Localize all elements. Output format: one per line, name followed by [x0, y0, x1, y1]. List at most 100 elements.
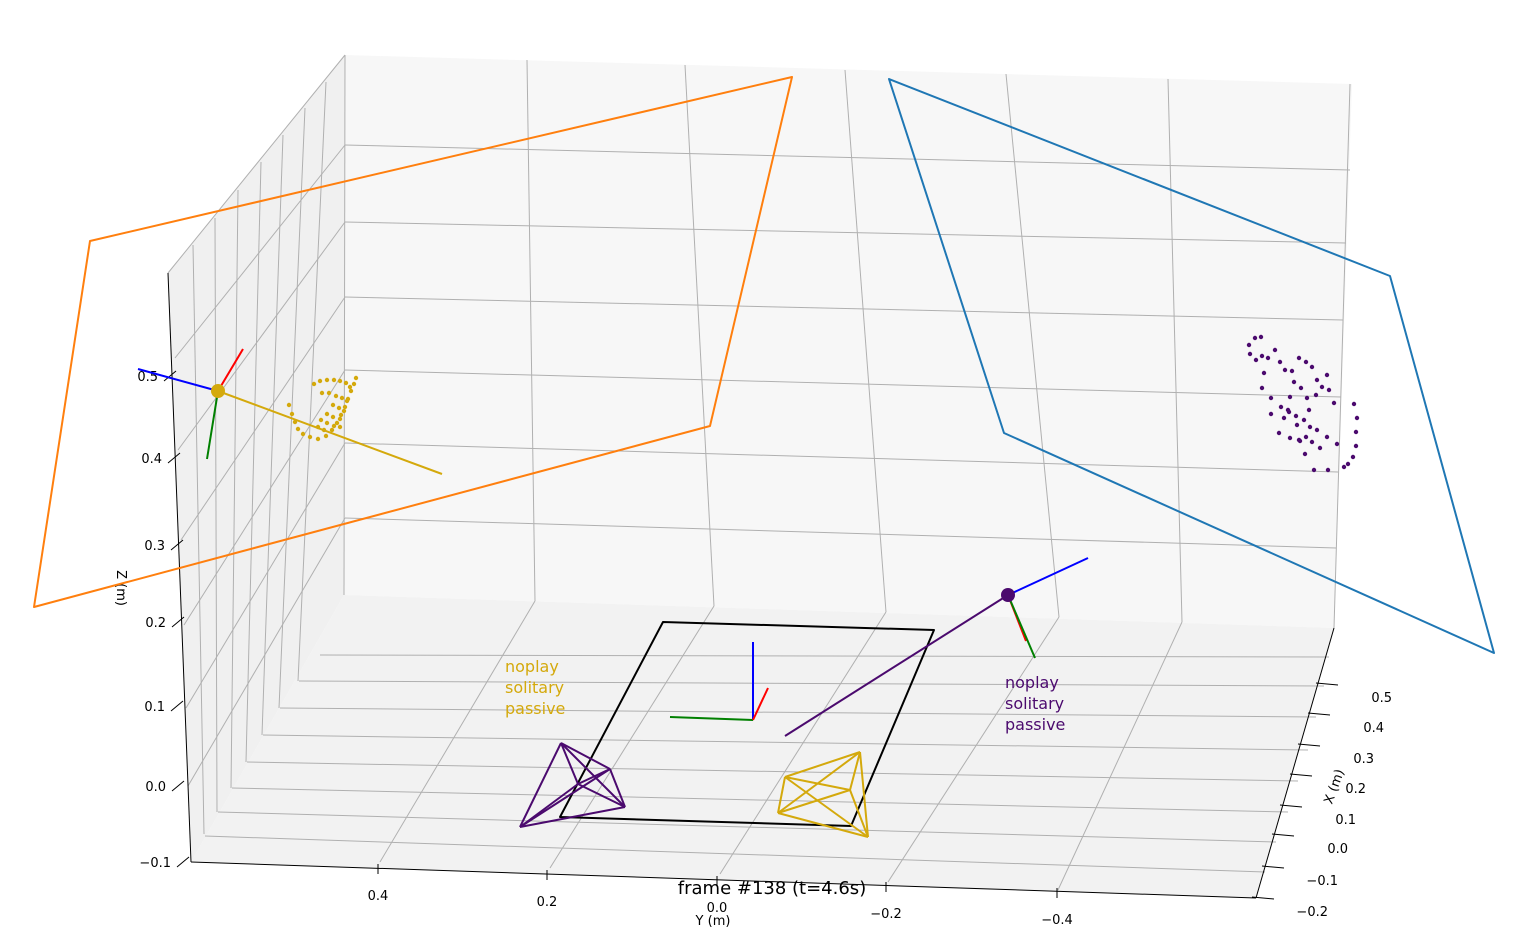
x-tick-label: 0.0	[1327, 842, 1348, 857]
grid-line-left-v	[245, 161, 262, 763]
grid-line-floor-b	[279, 707, 1317, 718]
grid-line-back-v	[684, 64, 715, 607]
point-cloud-left-point	[347, 384, 353, 390]
grid-line-back-h	[344, 517, 1337, 549]
point-cloud-right-point	[1309, 439, 1315, 445]
y-tick-label: 0.4	[368, 889, 389, 904]
grid-line-floor-b	[262, 734, 1309, 751]
point-cloud-right-point	[1294, 422, 1300, 428]
point-cloud-right-point	[1287, 394, 1293, 400]
grid-line-floor-b	[217, 811, 1277, 843]
point-cloud-right-point	[1281, 415, 1287, 421]
camera-frustum-right-edge	[519, 768, 611, 828]
point-cloud-left-point	[343, 380, 349, 386]
grid-line-back-h	[344, 144, 1351, 171]
point-cloud-left-point	[317, 378, 323, 384]
point-cloud-right-point	[1304, 395, 1310, 401]
grid-line-left-v	[230, 189, 239, 789]
point-cloud-right-point	[1258, 334, 1264, 340]
point-cloud-right-point	[1259, 353, 1265, 359]
point-cloud-right-point	[1309, 364, 1315, 370]
grid-line-left-h	[174, 144, 346, 359]
annotation-label: noplay solitary passive	[505, 657, 565, 718]
point-cloud-right-point	[1313, 392, 1319, 398]
axes: −0.1 0.0 0.1 0.2 0.3 0.4 0.5 0.4 0.2 0.0 −0.2 −0.4 −…	[113, 272, 1392, 929]
x-tick-label: 0.4	[1363, 721, 1384, 736]
point-cloud-right-point	[1298, 385, 1304, 391]
x-tick-label: 0.3	[1353, 752, 1374, 767]
annotation-line: passive	[505, 699, 565, 718]
point-cloud-left-point	[319, 390, 325, 396]
x-tick	[1289, 773, 1313, 777]
point-cloud-right-point	[1354, 415, 1360, 421]
grid-line-floor-a	[379, 600, 536, 863]
point-cloud-right-point	[1276, 430, 1282, 436]
marks	[33, 76, 1495, 838]
grid-line-left-h	[177, 221, 346, 451]
grid-line-back-h	[344, 369, 1342, 398]
point-cloud-left-point	[323, 433, 329, 439]
grid-line-left-h	[180, 296, 346, 541]
annotation-line: noplay	[1005, 673, 1059, 692]
camera-frustum-right-edge	[560, 742, 626, 808]
x-tick-label: 0.1	[1335, 813, 1356, 828]
camera-frustum-left-edge	[777, 751, 861, 814]
point-cloud-right-point	[1306, 407, 1312, 413]
x-tick	[1279, 804, 1303, 808]
camera-frustum-left-edge	[784, 776, 851, 791]
camera-frustum-right-edge	[560, 742, 579, 785]
z-axis-label: Z (m)	[113, 570, 128, 606]
z-tick	[167, 452, 181, 464]
point-cloud-left-point	[331, 377, 337, 383]
point-cloud-left-point	[326, 390, 332, 396]
head-marker-left	[211, 384, 225, 398]
table-outline	[559, 621, 935, 827]
z-tick	[176, 856, 190, 868]
point-cloud-right-point	[1353, 429, 1359, 435]
point-cloud-right-point	[1350, 454, 1356, 460]
y-tick-label: −0.4	[1041, 913, 1073, 928]
point-cloud-left-point	[331, 423, 337, 429]
grid-line-floor-b	[319, 654, 1330, 658]
point-cloud-left-point	[330, 402, 336, 408]
point-cloud-left-point	[338, 412, 344, 418]
point-cloud-left-point	[324, 377, 330, 383]
point-cloud-left-point	[315, 436, 321, 442]
grid-line-back-v	[1333, 83, 1351, 629]
z-tick-label: 0.0	[145, 780, 166, 795]
z-tick	[163, 370, 177, 382]
pane-left	[168, 55, 345, 862]
gaze-line-left	[217, 390, 443, 475]
point-cloud-left-point	[333, 393, 339, 399]
grid-line-floor-a	[549, 605, 715, 869]
point-cloud-right-point	[1286, 409, 1292, 415]
camera-frustum-right-edge	[609, 768, 626, 808]
grid-line-back-h	[344, 221, 1347, 244]
pane-back	[344, 55, 1352, 628]
grid-line-floor-b	[204, 835, 1266, 873]
x-tick-label: 0.5	[1371, 691, 1392, 706]
x-tick	[1261, 865, 1285, 869]
camera-frustum-right-edge	[519, 806, 626, 828]
point-cloud-right-point	[1331, 400, 1337, 406]
grid-line-left-h	[185, 442, 346, 709]
point-cloud-right-point	[1324, 372, 1330, 378]
head-axis-x-left	[217, 348, 244, 392]
point-cloud-left-point	[311, 381, 317, 387]
z-tick-label: −0.1	[139, 856, 171, 871]
table-axis-y	[669, 716, 754, 721]
grid-line-left-v	[297, 81, 327, 682]
point-cloud-left-point	[341, 408, 347, 414]
point-cloud-left-point	[337, 378, 343, 384]
point-cloud-right-point	[1334, 441, 1340, 447]
camera-frustum-left-edge	[777, 812, 869, 838]
point-cloud-left-point	[295, 426, 301, 432]
point-cloud-left-point	[337, 416, 343, 422]
point-cloud-right-point	[1303, 359, 1309, 365]
camera-frustum-left-edge	[784, 776, 869, 838]
point-cloud-right-point	[1252, 335, 1258, 341]
grid-line-left-v	[192, 244, 205, 835]
annotation-line: passive	[1005, 715, 1065, 734]
x-tick	[1315, 682, 1339, 686]
